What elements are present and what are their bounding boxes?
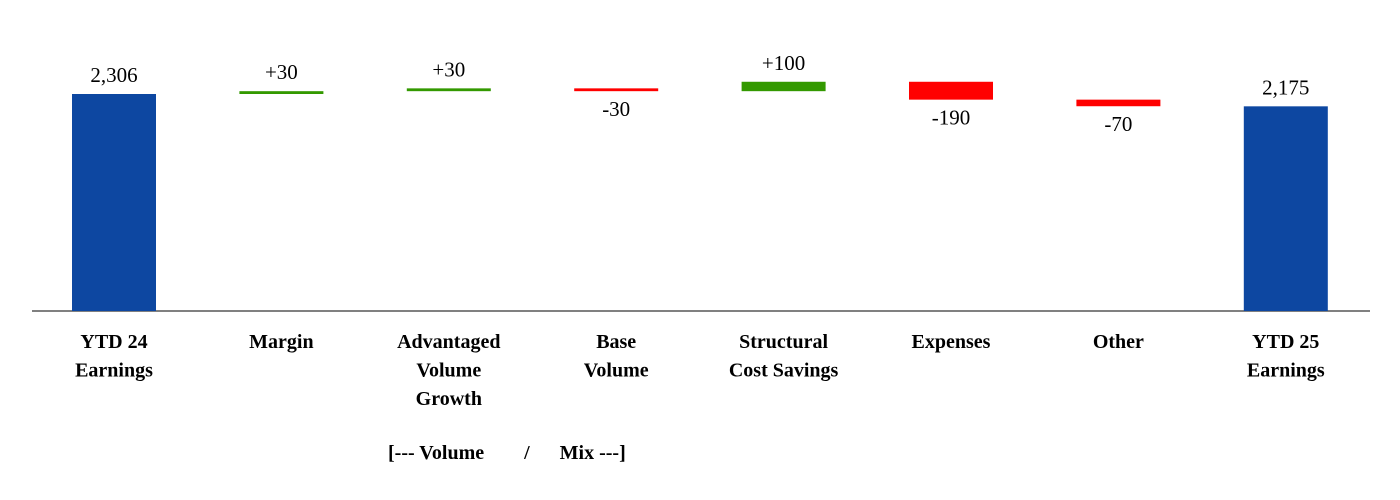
data-label-7: 2,175 bbox=[1262, 75, 1309, 99]
category-label-6-0: Other bbox=[1093, 331, 1144, 353]
bar-5 bbox=[909, 81, 993, 100]
bar-1 bbox=[239, 91, 324, 94]
data-label-3: -30 bbox=[602, 97, 630, 121]
bar-3 bbox=[574, 88, 659, 92]
bar-2 bbox=[406, 88, 491, 92]
category-label-5-0: Expenses bbox=[912, 331, 991, 353]
volume-mix-annotation: [--- Volume / Mix ---] bbox=[388, 442, 626, 464]
data-label-4: +100 bbox=[762, 51, 805, 75]
category-label-4-0: Structural bbox=[739, 331, 828, 353]
category-label-3-1: Volume bbox=[584, 360, 649, 382]
category-label-4-1: Cost Savings bbox=[729, 360, 839, 382]
bar-4 bbox=[741, 81, 826, 92]
bar-6 bbox=[1076, 99, 1161, 107]
data-label-1: +30 bbox=[265, 60, 298, 84]
bar-0 bbox=[72, 94, 156, 311]
data-label-6: -70 bbox=[1104, 112, 1132, 136]
data-label-0: 2,306 bbox=[90, 63, 137, 87]
category-label-0-0: YTD 24 bbox=[80, 331, 147, 353]
category-label-2-0: Advantaged bbox=[397, 331, 500, 353]
category-label-7-1: Earnings bbox=[1247, 360, 1325, 382]
data-label-5: -190 bbox=[932, 106, 971, 130]
category-label-3-0: Base bbox=[596, 331, 636, 353]
category-label-2-1: Volume bbox=[416, 360, 481, 382]
bar-7 bbox=[1243, 106, 1328, 311]
category-label-2-2: Growth bbox=[416, 388, 482, 410]
category-label-1-0: Margin bbox=[249, 331, 313, 353]
category-label-0-1: Earnings bbox=[75, 360, 153, 382]
data-label-2: +30 bbox=[432, 57, 465, 81]
category-label-7-0: YTD 25 bbox=[1252, 331, 1319, 353]
